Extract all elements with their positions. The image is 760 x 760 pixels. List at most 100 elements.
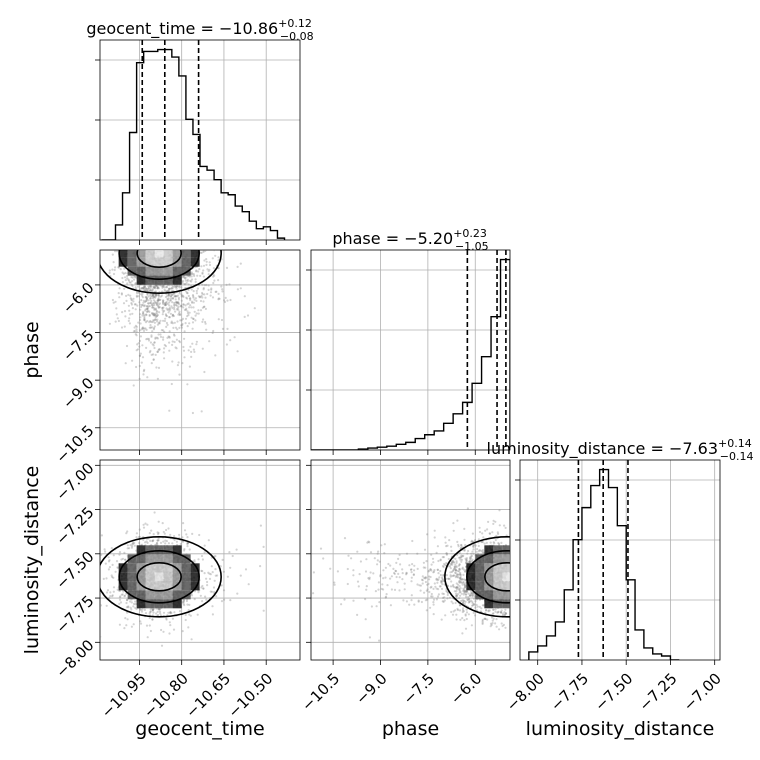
scatter-point — [110, 547, 113, 550]
scatter-point — [457, 543, 460, 546]
scatter-point — [481, 622, 484, 626]
scatter-point — [108, 566, 111, 569]
scatter-point — [112, 261, 115, 264]
scatter-point — [173, 285, 176, 288]
density-cell — [146, 240, 155, 249]
scatter-point — [504, 612, 508, 615]
scatter-point — [440, 618, 443, 621]
scatter-point — [162, 329, 165, 332]
scatter-point — [489, 541, 492, 544]
scatter-point — [181, 317, 185, 320]
density-cell — [529, 554, 538, 563]
scatter-point — [151, 608, 154, 611]
scatter-point — [463, 578, 466, 581]
scatter-point — [203, 544, 206, 547]
scatter-point — [477, 550, 481, 553]
scatter-point — [169, 295, 173, 298]
scatter-point — [429, 586, 432, 589]
scatter-point — [437, 559, 440, 563]
scatter-point — [427, 575, 431, 578]
density-cell — [136, 250, 146, 258]
density-cell — [493, 572, 503, 582]
density-cell — [181, 250, 191, 258]
scatter-point — [156, 301, 159, 305]
scatter-point — [401, 568, 404, 571]
scatter-point — [165, 285, 168, 288]
scatter-point — [462, 573, 465, 577]
scatter-point — [201, 347, 204, 350]
scatter-point — [319, 547, 323, 550]
scatter-point — [474, 606, 477, 609]
scatter-point — [135, 295, 138, 298]
scatter-point — [167, 611, 170, 614]
scatter-point — [411, 539, 414, 543]
scatter-point — [484, 617, 487, 621]
x-tick-label: −9.0 — [352, 670, 390, 708]
scatter-point — [449, 575, 452, 578]
scatter-point — [430, 595, 433, 598]
scatter-point — [163, 343, 166, 347]
scatter-point — [472, 603, 475, 606]
scatter-point — [217, 298, 220, 301]
scatter-point — [433, 582, 436, 585]
scatter-point — [152, 328, 155, 331]
scatter-point — [173, 292, 176, 295]
scatter-point — [149, 610, 152, 613]
scatter-point — [131, 284, 134, 288]
scatter-point — [157, 614, 160, 617]
density-cell — [137, 240, 146, 249]
scatter-point — [149, 285, 152, 288]
scatter-point — [119, 268, 122, 271]
scatter-point — [139, 293, 142, 296]
scatter-point — [412, 573, 415, 576]
histogram-step-line — [101, 48, 286, 240]
scatter-point — [151, 306, 154, 309]
scatter-point — [243, 295, 246, 298]
scatter-point — [162, 284, 165, 287]
scatter-point — [455, 565, 458, 568]
scatter-point — [120, 292, 123, 295]
scatter-point — [441, 592, 444, 595]
scatter-point — [131, 359, 134, 362]
scatter-point — [188, 306, 191, 309]
scatter-point — [203, 259, 206, 262]
scatter-point — [127, 606, 130, 609]
scatter-point — [197, 591, 200, 594]
scatter-point — [181, 601, 184, 604]
scatter-point — [140, 328, 143, 331]
scatter-point — [171, 360, 174, 363]
scatter-point — [147, 339, 151, 342]
scatter-point — [169, 293, 172, 296]
scatter-point — [394, 570, 398, 573]
scatter-point — [346, 567, 349, 571]
scatter-point — [141, 296, 144, 299]
scatter-point — [107, 568, 110, 571]
scatter-point — [185, 307, 188, 310]
scatter-point — [133, 326, 136, 329]
scatter-point — [439, 558, 442, 561]
scatter-point — [125, 606, 128, 609]
scatter-point — [146, 310, 149, 313]
scatter-point — [123, 287, 126, 290]
scatter-point — [116, 566, 119, 569]
scatter-point — [174, 286, 177, 289]
scatter-point — [167, 290, 171, 293]
scatter-point — [356, 580, 360, 583]
scatter-point — [229, 566, 232, 569]
scatter-point — [459, 590, 462, 594]
scatter-point — [130, 625, 133, 628]
density-cell — [127, 250, 137, 258]
scatter-point — [430, 563, 433, 566]
scatter-point — [472, 548, 475, 551]
scatter-point — [161, 284, 164, 287]
scatter-point — [162, 299, 165, 302]
density-cell — [173, 222, 182, 231]
scatter-point — [443, 596, 446, 599]
scatter-point — [350, 557, 353, 560]
scatter-point — [422, 566, 425, 569]
scatter-point — [189, 614, 192, 617]
x-tick-label: −10.5 — [298, 670, 343, 715]
scatter-point — [185, 599, 188, 603]
scatter-point — [457, 564, 460, 567]
scatter-point — [137, 321, 140, 324]
